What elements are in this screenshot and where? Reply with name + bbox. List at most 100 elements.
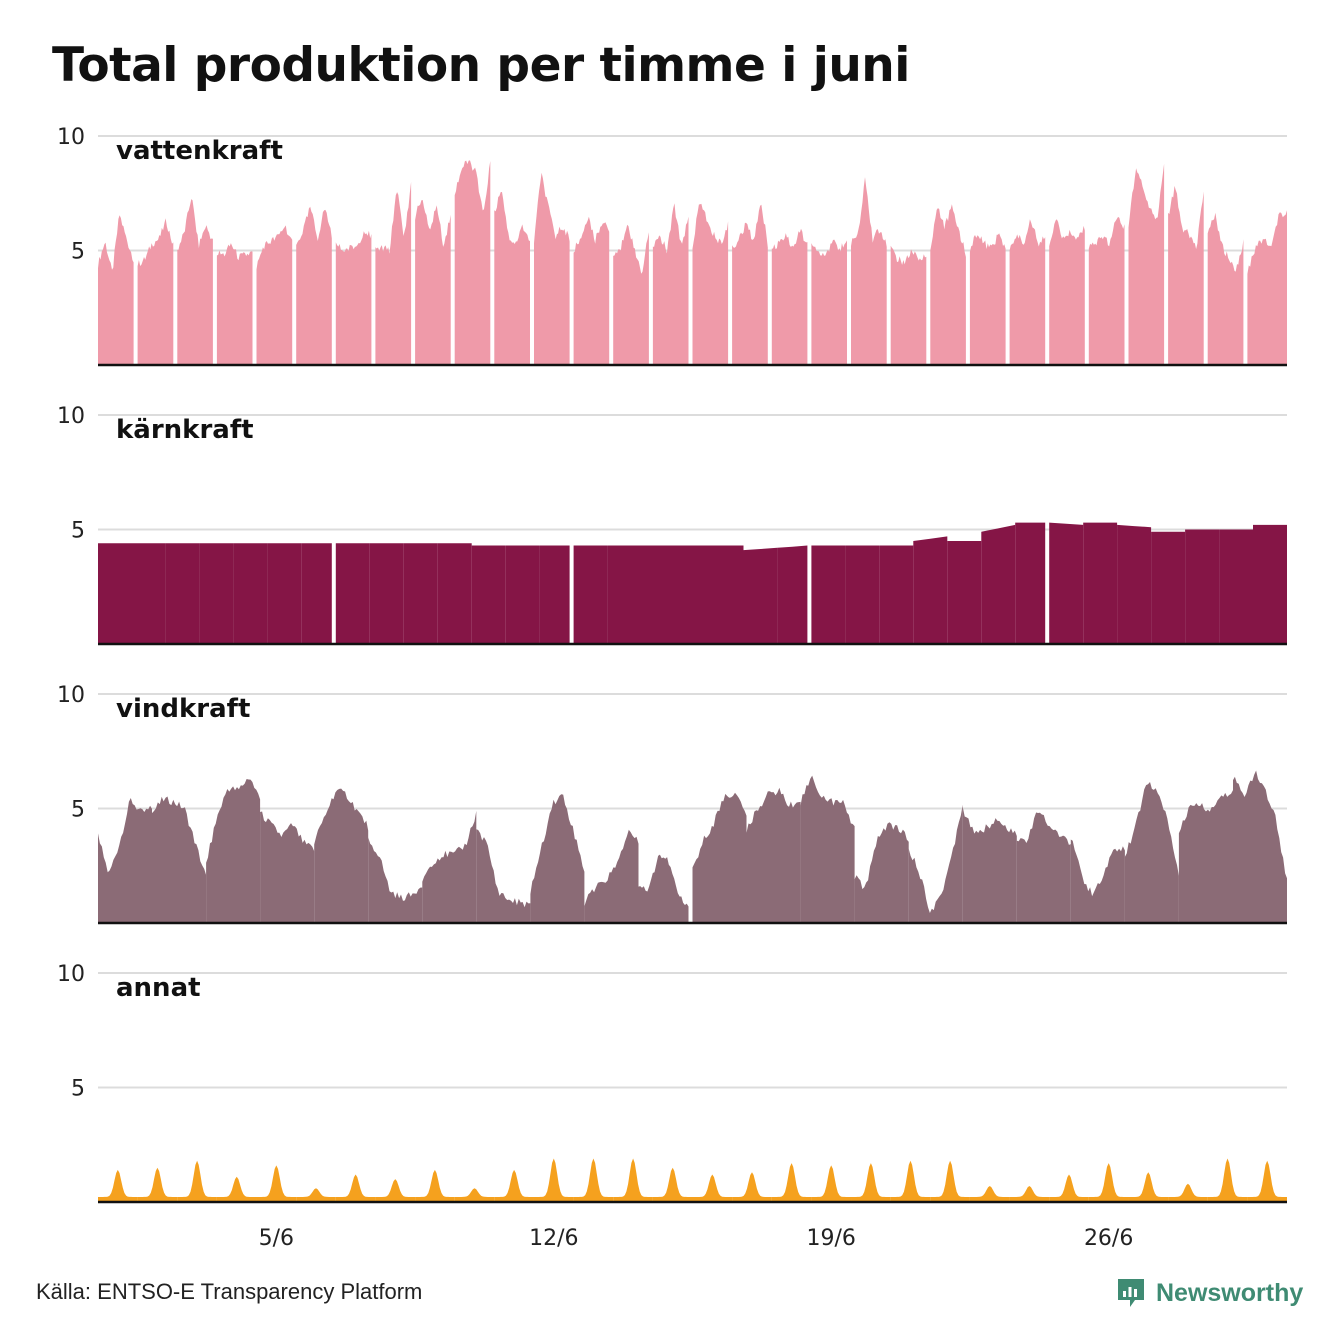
karnkraft-area-block: [981, 524, 1016, 644]
vindkraft-area-block: [692, 792, 747, 923]
annat-day-area: [98, 1169, 138, 1202]
vattenkraft-area-block: [811, 239, 847, 365]
panel-label: vindkraft: [116, 694, 250, 724]
karnkraft-area-block: [505, 545, 540, 644]
vindkraft-area-block: [962, 806, 1017, 923]
vindkraft-area-block: [1233, 770, 1287, 923]
x-tick-label: 26/6: [1084, 1226, 1133, 1251]
karnkraft-area-block: [369, 543, 404, 644]
annat-day-area: [890, 1160, 931, 1202]
karnkraft-area-block: [573, 545, 608, 644]
panel-label: annat: [116, 973, 201, 1003]
vattenkraft-area-block: [335, 230, 372, 365]
karnkraft-area-block: [1117, 524, 1152, 644]
y-tick-label: 10: [57, 404, 85, 429]
annat-day-area: [454, 1188, 495, 1202]
x-tick-label: 12/6: [529, 1226, 578, 1251]
karnkraft-area-block: [301, 543, 332, 644]
karnkraft-area-block: [913, 536, 948, 644]
karnkraft-area-block: [403, 543, 438, 644]
vattenkraft-area-block: [177, 199, 213, 365]
annat-day-area: [296, 1188, 336, 1202]
karnkraft-area-block: [777, 545, 808, 644]
annat-day-area: [533, 1158, 574, 1202]
vindkraft-area-block: [908, 804, 963, 923]
vattenkraft-area-block: [613, 224, 649, 365]
brand-name: Newsworthy: [1156, 1278, 1304, 1307]
y-tick-label: 10: [57, 683, 85, 708]
vindkraft-area-block: [584, 829, 639, 923]
karnkraft-area-block: [811, 545, 846, 644]
karnkraft-area-block: [335, 543, 370, 644]
annat-day-area: [573, 1158, 614, 1202]
y-tick-label: 10: [57, 962, 85, 987]
vindkraft-area-block: [746, 787, 801, 923]
annat-day-area: [494, 1169, 534, 1202]
newsworthy-logo-icon: [1118, 1279, 1144, 1307]
vindkraft-area-block: [1178, 790, 1233, 923]
vattenkraft-area-block: [652, 203, 689, 365]
karnkraft-area-block: [165, 543, 200, 644]
vindkraft-area-block: [314, 788, 369, 923]
annat-day-area: [652, 1167, 693, 1202]
annat-day-area: [256, 1165, 297, 1202]
annat-day-area: [216, 1176, 257, 1202]
karnkraft-area-block: [1083, 522, 1118, 644]
karnkraft-area-block: [1185, 529, 1220, 644]
karnkraft-area-block: [1151, 531, 1186, 644]
annat-day-area: [375, 1179, 416, 1202]
annat-day-area: [335, 1174, 376, 1202]
karnkraft-area-block: [947, 541, 982, 644]
karnkraft-area-block: [641, 545, 676, 644]
vattenkraft-area-block: [930, 204, 966, 365]
annat-day-area: [177, 1160, 217, 1202]
vindkraft-area-block: [476, 829, 531, 923]
vattenkraft-area-block: [732, 204, 768, 365]
vattenkraft-area-block: [454, 160, 491, 365]
panel-label: kärnkraft: [116, 415, 254, 445]
y-tick-label: 5: [71, 519, 85, 544]
vattenkraft-area-block: [1207, 212, 1244, 365]
vindkraft-area-block: [422, 810, 477, 923]
karnkraft-area-block: [675, 545, 710, 644]
annat-day-area: [613, 1158, 653, 1202]
vattenkraft-area-block: [1009, 219, 1046, 365]
karnkraft-area-block: [132, 543, 166, 644]
karnkraft-area-block: [1049, 522, 1084, 644]
vindkraft-area-block: [530, 794, 585, 923]
annat-day-area: [969, 1186, 1010, 1202]
karnkraft-area-block: [879, 545, 914, 644]
vattenkraft-area-block: [1049, 219, 1085, 365]
annat-day-area: [137, 1167, 178, 1202]
vindkraft-area-block: [800, 775, 855, 923]
annat-day-area: [771, 1163, 812, 1202]
vattenkraft-area-block: [375, 181, 412, 365]
karnkraft-area-block: [607, 545, 642, 644]
vattenkraft-area-block: [573, 216, 610, 365]
annat-day-area: [1168, 1183, 1208, 1202]
vattenkraft-area-block: [216, 243, 253, 365]
x-tick-label: 5/6: [259, 1226, 294, 1251]
y-tick-label: 5: [71, 798, 85, 823]
y-tick-label: 5: [71, 240, 85, 265]
vindkraft-area-block: [854, 822, 909, 923]
vattenkraft-area-block: [1247, 210, 1287, 365]
vattenkraft-area-block: [296, 206, 332, 365]
karnkraft-area-block: [233, 543, 268, 644]
vattenkraft-area-block: [534, 172, 570, 365]
vattenkraft-area-block: [851, 177, 887, 365]
karnkraft-area-block: [199, 543, 234, 644]
y-tick-label: 5: [71, 1077, 85, 1102]
karnkraft-area-block: [1015, 522, 1046, 644]
y-tick-label: 10: [57, 125, 85, 150]
karnkraft-area-block: [845, 545, 880, 644]
karnkraft-area-block: [743, 547, 778, 644]
panel-label: vattenkraft: [116, 136, 283, 166]
annat-day-area: [1088, 1163, 1129, 1202]
annat-day-area: [1128, 1172, 1169, 1202]
karnkraft-area-block: [709, 545, 744, 644]
annat-day-area: [1247, 1160, 1287, 1202]
vattenkraft-area-block: [1088, 216, 1125, 365]
annat-day-area: [930, 1160, 970, 1202]
